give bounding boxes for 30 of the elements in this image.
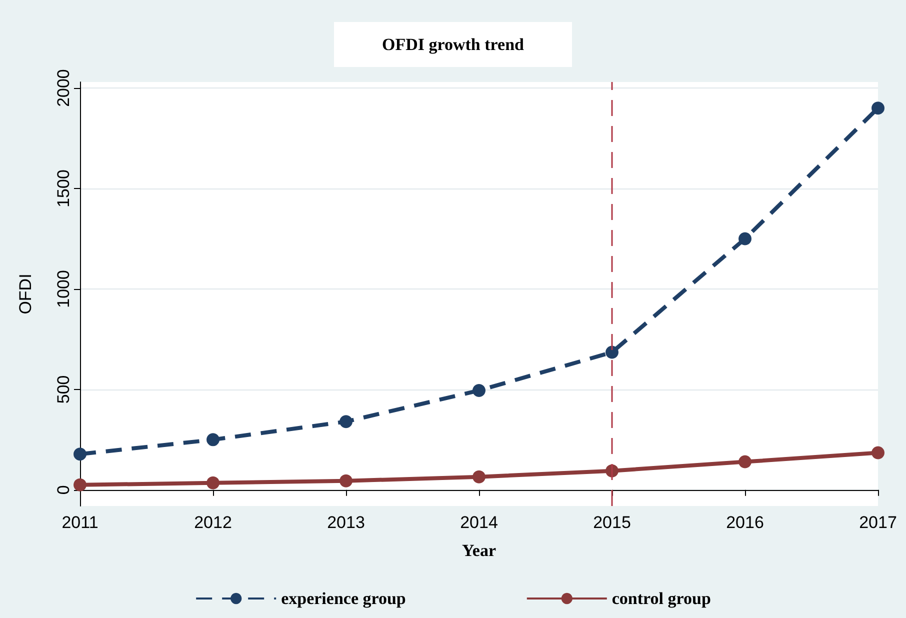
x-tick-label: 2017	[859, 513, 897, 532]
x-tick-label: 2012	[194, 513, 232, 532]
x-tick-label: 2011	[62, 513, 98, 532]
y-tick-label: 1000	[54, 270, 73, 308]
chart-title: OFDI growth trend	[382, 35, 525, 54]
point	[606, 346, 618, 359]
point	[872, 102, 884, 115]
point	[872, 446, 884, 460]
legend-label: control group	[612, 589, 711, 608]
point	[206, 476, 220, 490]
point	[206, 433, 220, 446]
point	[74, 448, 86, 461]
y-tick-label: 1500	[54, 170, 73, 208]
legend-label: experience group	[281, 589, 406, 608]
point	[472, 384, 486, 397]
point	[738, 232, 752, 246]
y-tick-label: 0	[54, 485, 73, 495]
point	[472, 470, 486, 484]
point	[738, 455, 752, 468]
y-axis-title: OFDI	[16, 274, 35, 314]
x-tick-label: 2013	[327, 513, 365, 532]
y-tick-label: 2000	[54, 69, 73, 107]
point	[340, 415, 352, 428]
point	[74, 478, 86, 492]
y-tick-label: 500	[54, 375, 73, 404]
x-axis-title: Year	[462, 541, 496, 560]
x-tick-label: 2014	[460, 513, 498, 532]
x-tick-label: 2016	[726, 513, 764, 532]
point	[340, 474, 352, 488]
x-tick-label: 2015	[593, 513, 631, 532]
